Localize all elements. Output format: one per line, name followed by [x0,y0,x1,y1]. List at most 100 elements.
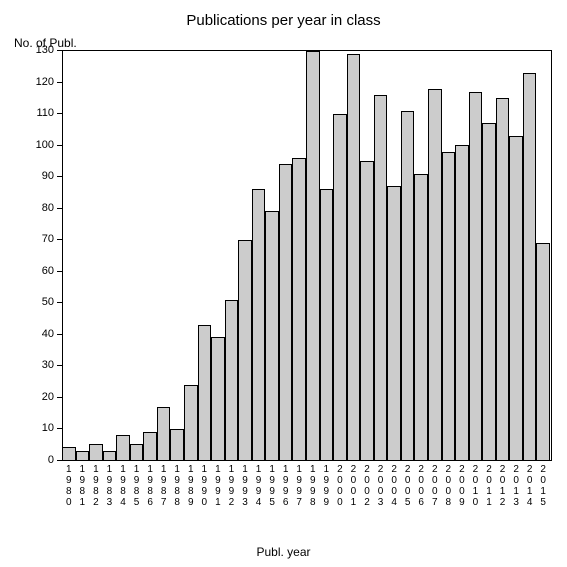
x-tick-label: 2 0 1 5 [536,464,550,508]
x-tick-label: 1 9 9 1 [211,464,225,508]
y-tick [57,460,62,461]
y-tick-label: 20 [24,391,54,403]
x-tick-label: 2 0 1 4 [523,464,537,508]
y-tick [57,334,62,335]
y-tick [57,365,62,366]
bar [103,451,117,460]
bar [252,189,266,460]
x-tick-label: 2 0 0 4 [387,464,401,508]
x-tick-label: 2 0 0 5 [401,464,415,508]
y-tick [57,302,62,303]
bar [333,114,347,460]
x-tick-label: 1 9 9 4 [252,464,266,508]
x-tick-label: 1 9 9 8 [306,464,320,508]
y-tick [57,271,62,272]
y-tick [57,428,62,429]
y-tick [57,145,62,146]
x-tick-label: 1 9 8 9 [184,464,198,508]
y-tick [57,239,62,240]
bar [320,189,334,460]
bar [279,164,293,460]
bar [211,337,225,460]
bar [292,158,306,460]
bar [360,161,374,460]
x-tick-label: 1 9 8 4 [116,464,130,508]
y-tick [57,113,62,114]
x-tick-label: 1 9 9 3 [238,464,252,508]
bar [414,174,428,460]
bar [170,429,184,460]
x-tick-label: 1 9 8 2 [89,464,103,508]
x-tick-label: 2 0 0 8 [442,464,456,508]
bar [265,211,279,460]
bar [238,240,252,460]
y-tick-label: 120 [24,76,54,88]
y-tick-label: 50 [24,296,54,308]
bar [143,432,157,460]
y-tick-label: 100 [24,139,54,151]
bar [523,73,537,460]
bar [401,111,415,460]
x-tick-label: 2 0 0 0 [333,464,347,508]
bar [496,98,510,460]
x-tick-label: 1 9 8 0 [62,464,76,508]
bar [536,243,550,460]
bar [62,447,76,460]
y-tick-label: 90 [24,170,54,182]
x-tick-label: 2 0 1 2 [496,464,510,508]
y-tick-label: 0 [24,454,54,466]
x-tick-label: 2 0 0 1 [347,464,361,508]
y-tick-label: 40 [24,328,54,340]
x-ticks: 1 9 8 01 9 8 11 9 8 21 9 8 31 9 8 41 9 8… [62,462,552,524]
y-tick-label: 110 [24,107,54,119]
y-tick [57,82,62,83]
y-tick-label: 30 [24,359,54,371]
bar [89,444,103,460]
x-tick-label: 1 9 9 9 [320,464,334,508]
bar [306,51,320,460]
bar [116,435,130,460]
bar [509,136,523,460]
x-tick-label: 2 0 0 9 [455,464,469,508]
x-tick-label: 2 0 0 7 [428,464,442,508]
x-tick-label: 1 9 9 7 [292,464,306,508]
x-axis-label: Publ. year [0,545,567,559]
bar [482,123,496,460]
bar [184,385,198,461]
x-tick-label: 1 9 8 6 [143,464,157,508]
x-tick-label: 2 0 0 2 [360,464,374,508]
bar [469,92,483,460]
bar [455,145,469,460]
bar [347,54,361,460]
y-tick [57,397,62,398]
x-tick-label: 1 9 9 0 [198,464,212,508]
bar [157,407,171,460]
y-tick-label: 60 [24,265,54,277]
bar [76,451,90,460]
x-tick-label: 1 9 9 6 [279,464,293,508]
x-tick-label: 2 0 1 3 [509,464,523,508]
chart-title: Publications per year in class [0,12,567,29]
bar [428,89,442,460]
bar [130,444,144,460]
y-tick-label: 80 [24,202,54,214]
bars-group [62,51,551,460]
y-tick [57,208,62,209]
x-tick-label: 1 9 9 5 [265,464,279,508]
y-tick [57,50,62,51]
plot-area [62,50,552,461]
chart-container: Publications per year in class No. of Pu… [0,0,567,567]
x-tick-label: 2 0 0 3 [374,464,388,508]
x-tick-label: 1 9 8 8 [170,464,184,508]
bar [442,152,456,460]
y-tick-label: 10 [24,422,54,434]
x-tick-label: 1 9 8 3 [103,464,117,508]
y-tick-label: 130 [24,44,54,56]
x-tick-label: 1 9 9 2 [225,464,239,508]
x-tick-label: 1 9 8 5 [130,464,144,508]
x-tick-label: 2 0 1 1 [482,464,496,508]
x-tick-label: 1 9 8 7 [157,464,171,508]
x-tick-label: 2 0 1 0 [469,464,483,508]
bar [198,325,212,460]
bar [374,95,388,460]
